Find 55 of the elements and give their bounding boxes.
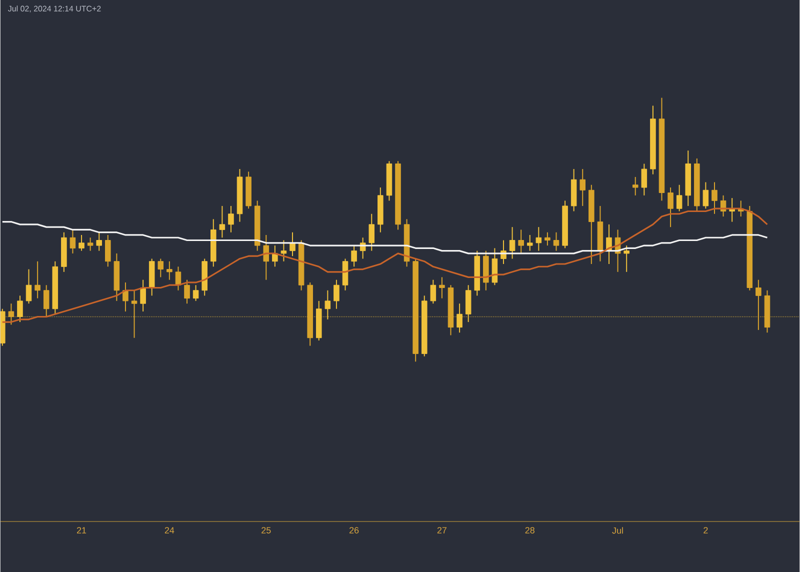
candlestick bbox=[430, 279, 436, 304]
x-tick-label: 21 bbox=[76, 526, 86, 534]
candlestick bbox=[78, 234, 84, 252]
candlestick bbox=[342, 258, 348, 291]
candlestick bbox=[492, 247, 498, 286]
candlestick bbox=[580, 168, 586, 206]
candlestick bbox=[439, 276, 445, 299]
candlestick bbox=[8, 302, 14, 325]
candlestick bbox=[668, 186, 674, 228]
candlestick bbox=[158, 258, 164, 278]
candlestick bbox=[87, 236, 94, 252]
candlestick bbox=[184, 279, 190, 304]
candlestick bbox=[526, 234, 533, 252]
x-tick-label: 2 bbox=[704, 526, 708, 534]
candlestick bbox=[465, 284, 472, 322]
candlestick bbox=[676, 184, 682, 212]
candlestick bbox=[456, 302, 462, 333]
x-tick-label: 28 bbox=[525, 526, 534, 534]
x-tick-label: 25 bbox=[262, 526, 271, 534]
x-tick-label: 24 bbox=[164, 526, 174, 534]
candlestick bbox=[553, 232, 560, 252]
candlestick bbox=[536, 226, 542, 252]
candlestick bbox=[324, 290, 331, 320]
candlestick bbox=[192, 284, 199, 302]
candlestick bbox=[228, 205, 234, 233]
candlestick bbox=[34, 260, 40, 299]
x-tick-label: 27 bbox=[437, 526, 446, 534]
candlestick bbox=[334, 279, 340, 310]
candlestick bbox=[280, 240, 287, 262]
candlestick bbox=[518, 229, 524, 254]
candlestick bbox=[166, 260, 172, 280]
candlestick bbox=[131, 290, 138, 338]
candlestick bbox=[219, 205, 226, 238]
candlestick bbox=[641, 163, 648, 196]
x-tick-label: 26 bbox=[350, 526, 359, 534]
candlestick bbox=[509, 226, 516, 260]
candlestick bbox=[290, 232, 296, 256]
candlestick bbox=[544, 232, 550, 246]
candlestick bbox=[624, 244, 630, 272]
candlestick bbox=[70, 229, 76, 254]
candlestick bbox=[26, 268, 32, 304]
candlestick bbox=[17, 294, 23, 322]
candlestick bbox=[351, 244, 357, 267]
candlestick bbox=[702, 182, 709, 209]
candlestick bbox=[632, 176, 638, 196]
candlestick bbox=[122, 282, 128, 312]
candlestick bbox=[140, 279, 146, 312]
candlestick bbox=[756, 279, 762, 330]
candlestick bbox=[712, 182, 718, 214]
candlestick bbox=[105, 234, 111, 267]
candlestick bbox=[368, 213, 375, 252]
x-tick-label: Jul bbox=[612, 526, 623, 534]
candlestick bbox=[96, 232, 102, 252]
candlestick bbox=[43, 284, 50, 318]
candlestick bbox=[263, 234, 270, 280]
